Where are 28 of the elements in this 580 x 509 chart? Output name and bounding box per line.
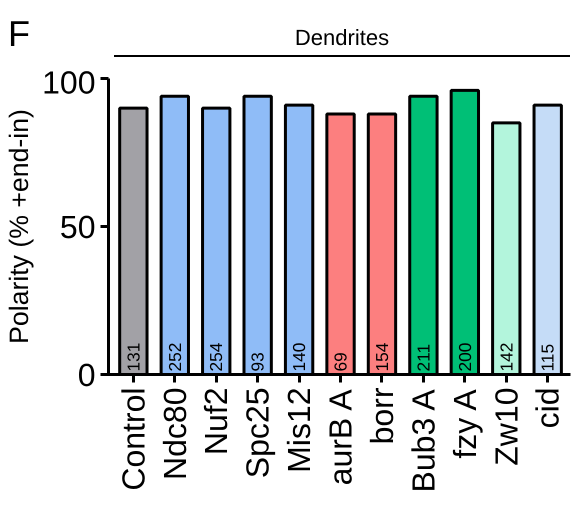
chart-title: Dendrites (114, 22, 570, 58)
x-tick-label: fzy A (446, 388, 483, 459)
annotation: 254 (206, 342, 226, 372)
annotation: 115 (538, 344, 558, 372)
x-tick-label: cid (530, 388, 566, 428)
annotation: 93 (248, 352, 268, 372)
x-tick-label: Zw10 (488, 388, 524, 466)
annotation: 200 (454, 342, 475, 372)
y-tick-label: 0 (78, 357, 96, 393)
annotation: 131 (123, 342, 144, 372)
annotation: 69 (330, 352, 351, 372)
text: F (8, 12, 30, 56)
annotation: 211 (413, 344, 434, 372)
x-tick-label: Bub3 A (405, 388, 442, 492)
x-tick-label: Mis12 (281, 388, 318, 473)
y-tick-label: 100 (42, 64, 96, 100)
annotation: 140 (289, 342, 310, 372)
x-tick-label: Control (115, 388, 152, 491)
x-tick-label: aurB A (322, 388, 359, 486)
x-tick-label: borr (364, 387, 400, 444)
annotation: 252 (164, 342, 185, 372)
annotation: 142 (496, 342, 516, 372)
annotation: 154 (372, 342, 392, 372)
x-tick-label: Spc25 (240, 388, 276, 478)
x-tick-label: Nuf2 (198, 388, 234, 456)
x-tick-label: Ndc80 (156, 388, 193, 480)
y-tick-label: 50 (60, 209, 96, 245)
y-axis-title: Polarity (% +end-in) (4, 109, 34, 344)
